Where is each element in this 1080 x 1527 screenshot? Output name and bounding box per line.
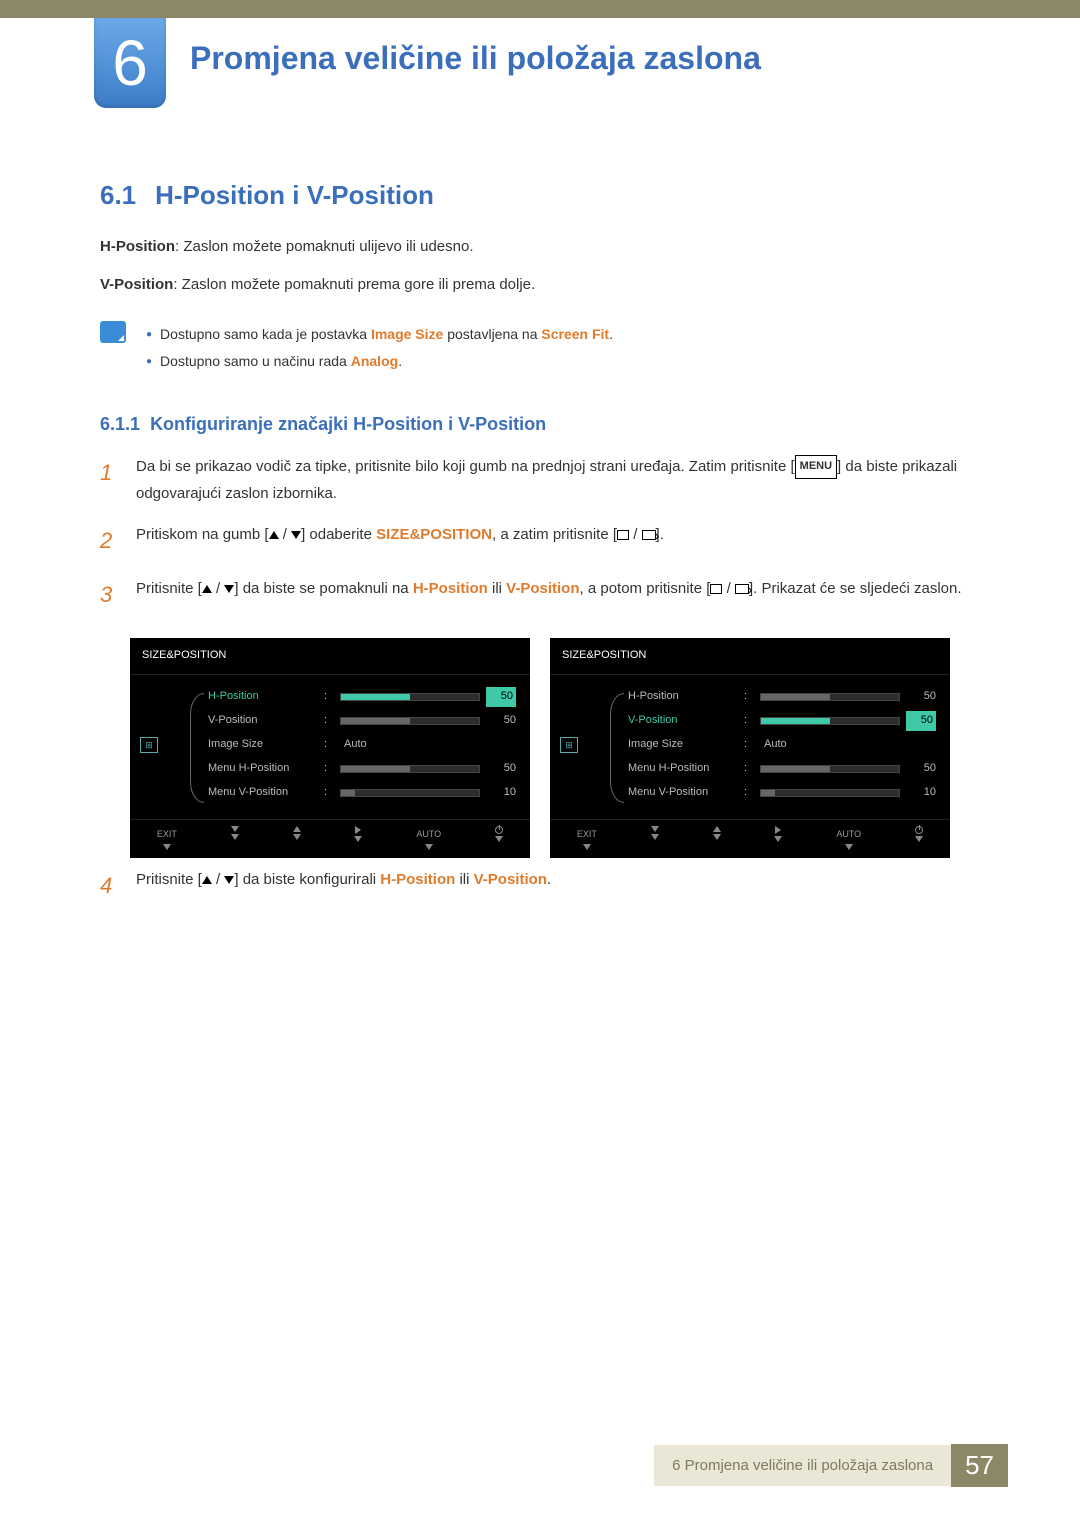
step-4-text: Pritisnite [ / ] da biste konfigurirali …: [136, 866, 551, 906]
chapter-title: Promjena veličine ili položaja zaslona: [190, 40, 761, 77]
s3-d: ili: [488, 580, 506, 597]
section-heading: 6.1 H-Position i V-Position: [100, 180, 990, 211]
triangle-down-icon: [291, 531, 301, 539]
step-1: 1 Da bi se prikazao vodič za tipke, prit…: [100, 453, 990, 507]
osd-item: Image Size:Auto: [628, 733, 936, 757]
note2-b: Analog: [351, 353, 398, 369]
osd-screenshots-row: SIZE&POSITION⊞H-Position:50V-Position:50…: [130, 638, 990, 858]
note1-b: Image Size: [371, 326, 443, 342]
s4-f: .: [547, 871, 551, 888]
osd-item: Menu H-Position:50: [628, 757, 936, 781]
note2-c: .: [398, 353, 402, 369]
top-accent-bar: [0, 0, 1080, 18]
osd-category-icon: ⊞: [560, 737, 578, 753]
section-number: 6.1: [100, 180, 136, 210]
step-4: 4 Pritisnite [ / ] da biste konfiguriral…: [100, 866, 990, 906]
note1-a: Dostupno samo kada je postavka: [160, 326, 371, 342]
osd-title: SIZE&POSITION: [130, 638, 530, 675]
step-3: 3 Pritisnite [ / ] da biste se pomaknuli…: [100, 575, 990, 615]
step-3-number: 3: [100, 575, 120, 615]
page-footer: 6 Promjena veličine ili položaja zaslona…: [654, 1444, 1008, 1487]
paragraph-hposition: H-Position: Zaslon možete pomaknuti ulij…: [100, 235, 990, 259]
enter-icon: [642, 530, 656, 540]
s4-a: Pritisnite [: [136, 871, 202, 888]
triangle-down-icon: [224, 585, 234, 593]
paragraph-vposition: V-Position: Zaslon možete pomaknuti prem…: [100, 273, 990, 297]
step-2-number: 2: [100, 521, 120, 561]
rect-icon: [710, 584, 722, 594]
step-4-number: 4: [100, 866, 120, 906]
footer-chapter-text: 6 Promjena veličine ili položaja zaslona: [654, 1445, 951, 1486]
footer-page-number: 57: [951, 1444, 1008, 1487]
osd-category-icon: ⊞: [140, 737, 158, 753]
note-item-2: ●Dostupno samo u načinu rada Analog.: [146, 348, 613, 375]
s3-f: , a potom pritisnite [: [580, 580, 711, 597]
s3-e: V-Position: [506, 580, 579, 597]
triangle-down-icon: [224, 876, 234, 884]
subsection-title: Konfiguriranje značajki H-Position i V-P…: [150, 414, 546, 434]
triangle-up-icon: [269, 531, 279, 539]
step-2: 2 Pritiskom na gumb [ / ] odaberite SIZE…: [100, 521, 990, 561]
s2-a: Pritiskom na gumb [: [136, 526, 269, 543]
osd-item: V-Position:50: [628, 709, 936, 733]
osd-item: V-Position:50: [208, 709, 516, 733]
note-block: ●Dostupno samo kada je postavka Image Si…: [100, 321, 990, 374]
note-icon: [100, 321, 126, 343]
note1-e: .: [609, 326, 613, 342]
subsection-heading: 6.1.1 Konfiguriranje značajki H-Position…: [100, 414, 990, 435]
osd-item: Menu H-Position:50: [208, 757, 516, 781]
note1-d: Screen Fit: [541, 326, 609, 342]
step-1-number: 1: [100, 453, 120, 507]
hposition-text: : Zaslon možete pomaknuti ulijevo ili ud…: [175, 238, 474, 255]
subsection-number: 6.1.1: [100, 414, 140, 434]
osd-panel-right: SIZE&POSITION ⊞ H-Position:50V-Position:50…: [550, 638, 950, 858]
menu-button-icon: MENU: [795, 455, 837, 479]
note2-a: Dostupno samo u načinu rada: [160, 353, 351, 369]
section-title: [141, 180, 155, 210]
osd-item: Image Size:Auto: [208, 733, 516, 757]
s2-b: ] odaberite: [301, 526, 376, 543]
s2-c: SIZE&POSITION: [376, 526, 492, 543]
chapter-number-badge: 6: [94, 18, 166, 108]
osd-item: H-Position:50: [628, 685, 936, 709]
osd-item: Menu V-Position:10: [208, 781, 516, 805]
step-1-text: Da bi se prikazao vodič za tipke, pritis…: [136, 453, 990, 507]
note-list: ●Dostupno samo kada je postavka Image Si…: [146, 321, 613, 374]
vposition-label: V-Position: [100, 276, 173, 293]
enter-icon: [735, 584, 749, 594]
s3-c: H-Position: [413, 580, 488, 597]
s4-d: ili: [455, 871, 473, 888]
triangle-up-icon: [202, 876, 212, 884]
s3-g: ]. Prikazat će se sljedeći zaslon.: [749, 580, 962, 597]
osd-item: H-Position:50: [208, 685, 516, 709]
s1-a: Da bi se prikazao vodič za tipke, pritis…: [136, 458, 795, 475]
s4-e: V-Position: [474, 871, 547, 888]
note-item-1: ●Dostupno samo kada je postavka Image Si…: [146, 321, 613, 348]
s2-d: , a zatim pritisnite [: [492, 526, 617, 543]
steps-list: 1 Da bi se prikazao vodič za tipke, prit…: [100, 453, 990, 906]
osd-footer: EXITAUTO: [130, 819, 530, 858]
osd-panel-left: SIZE&POSITION ⊞ H-Position:50V-Position:50…: [130, 638, 530, 858]
main-content: 6.1 H-Position i V-Position H-Position: …: [100, 180, 990, 920]
osd-footer: EXITAUTO: [550, 819, 950, 858]
s4-b: ] da biste konfigurirali: [234, 871, 380, 888]
osd-item: Menu V-Position:10: [628, 781, 936, 805]
note1-c: postavljena na: [443, 326, 541, 342]
s3-b: ] da biste se pomaknuli na: [234, 580, 412, 597]
step-3-text: Pritisnite [ / ] da biste se pomaknuli n…: [136, 575, 962, 615]
triangle-up-icon: [202, 585, 212, 593]
step-2-text: Pritiskom na gumb [ / ] odaberite SIZE&P…: [136, 521, 664, 561]
hposition-label: H-Position: [100, 238, 175, 255]
osd-title: SIZE&POSITION: [550, 638, 950, 675]
section-title-text: H-Position i V-Position: [155, 180, 434, 210]
rect-icon: [617, 530, 629, 540]
s3-a: Pritisnite [: [136, 580, 202, 597]
vposition-text: : Zaslon možete pomaknuti prema gore ili…: [173, 276, 535, 293]
s4-c: H-Position: [380, 871, 455, 888]
